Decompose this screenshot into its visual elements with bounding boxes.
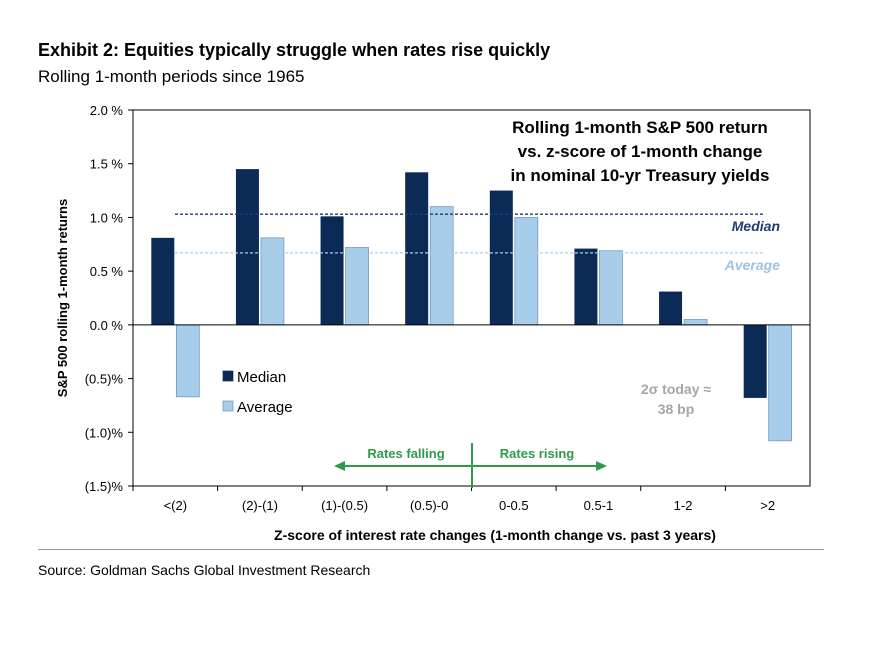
y-tick-label: (1.0)% (85, 425, 124, 440)
y-axis-title: S&P 500 rolling 1-month returns (55, 199, 70, 397)
x-tick-label: (1)-(0.5) (321, 498, 368, 513)
bar-median-7 (659, 291, 683, 325)
x-tick-label: >2 (760, 498, 775, 513)
x-tick-label: 0.5-1 (584, 498, 614, 513)
bar-median-1 (151, 237, 175, 325)
y-tick-label: 2.0 % (90, 103, 124, 118)
sigma-today-note-line-2: 38 bp (658, 401, 695, 417)
bar-average-6 (599, 250, 623, 326)
inner-title-line-2: vs. z-score of 1-month change (518, 142, 763, 161)
legend-swatch-average (222, 400, 234, 412)
bar-average-5 (514, 217, 539, 326)
bar-average-7 (683, 319, 708, 326)
bar-median-6 (574, 248, 598, 325)
x-tick-label: 0-0.5 (499, 498, 529, 513)
chart-subtitle: Rolling 1-month periods since 1965 (38, 67, 305, 86)
bar-median-4 (405, 172, 429, 325)
bar-median-5 (489, 190, 513, 325)
legend-swatch-median (222, 370, 234, 382)
y-tick-label: (0.5)% (85, 372, 124, 387)
rates-falling-label: Rates falling (367, 446, 444, 461)
source-note: Source: Goldman Sachs Global Investment … (38, 562, 371, 578)
sigma-today-note-line-1: 2σ today ≈ (641, 381, 711, 397)
x-tick-label: 1-2 (674, 498, 693, 513)
rates-rising-label: Rates rising (500, 446, 574, 461)
y-tick-label: 1.0 % (90, 210, 124, 225)
inner-title-line-3: in nominal 10-yr Treasury yields (511, 166, 770, 185)
reference-label-average: Average (724, 257, 780, 273)
y-tick-label: 0.0 % (90, 318, 124, 333)
reference-label-median: Median (732, 218, 780, 234)
bar-median-3 (320, 216, 344, 325)
bar-median-2 (235, 169, 259, 325)
y-tick-label: (1.5)% (85, 479, 124, 494)
legend-label-average: Average (237, 399, 293, 416)
y-tick-label: 0.5 % (90, 264, 124, 279)
x-tick-label: <(2) (164, 498, 187, 513)
y-tick-label: 1.5 % (90, 157, 124, 172)
chart-title: Exhibit 2: Equities typically struggle w… (38, 40, 551, 60)
bar-median-8 (743, 324, 767, 398)
inner-title-line-1: Rolling 1-month S&P 500 return (512, 118, 768, 137)
bar-average-2 (260, 237, 285, 326)
source-divider (38, 549, 824, 550)
bar-average-4 (429, 206, 454, 326)
bar-average-1 (175, 324, 200, 398)
bar-average-3 (345, 247, 369, 326)
x-axis-title: Z-score of interest rate changes (1-mont… (274, 527, 716, 543)
rates-rising-arrowhead (596, 461, 607, 471)
legend-label-median: Median (237, 369, 286, 386)
bar-average-8 (768, 324, 793, 442)
x-tick-label: (0.5)-0 (410, 498, 448, 513)
x-tick-label: (2)-(1) (242, 498, 278, 513)
rates-falling-arrowhead (334, 461, 345, 471)
